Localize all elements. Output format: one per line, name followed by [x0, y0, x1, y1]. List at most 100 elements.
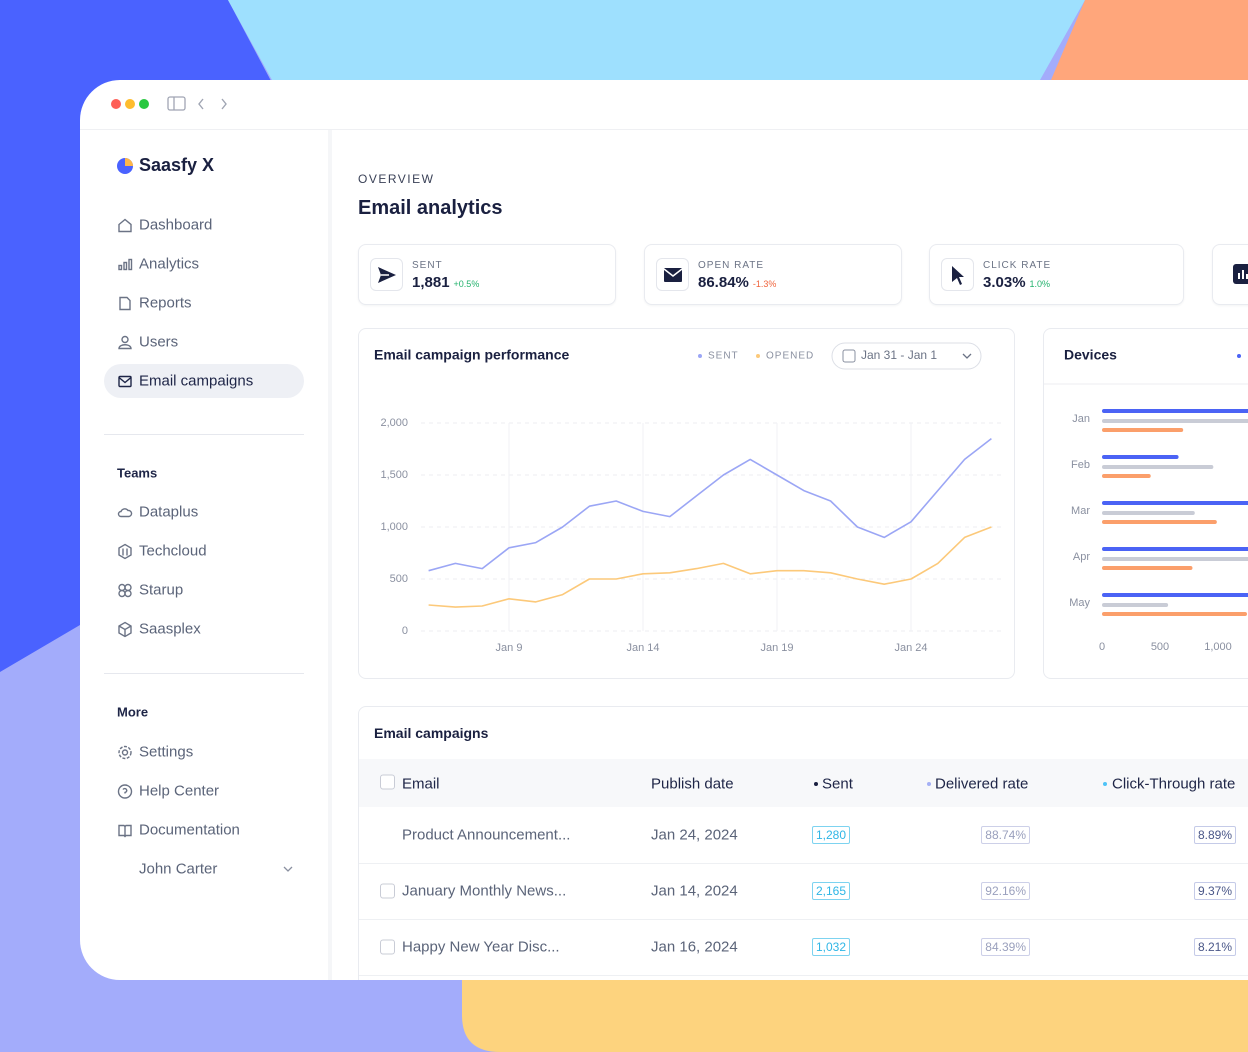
icon	[118, 824, 132, 837]
column-dot	[814, 782, 818, 786]
legend-label[interactable]: OPENED	[766, 351, 814, 362]
date-range[interactable]: Jan 31 - Jan 1	[861, 348, 937, 362]
x-tick-label: 500	[1151, 641, 1169, 653]
bar	[1102, 511, 1195, 515]
y-category-label: May	[1069, 597, 1090, 609]
y-tick-label: 1,000	[380, 521, 408, 533]
sent-badge: 1,032	[812, 938, 851, 956]
email-name: Happy New Year Disc...	[402, 938, 560, 956]
team-label: Starup	[139, 581, 184, 599]
team-item[interactable]: Dataplus	[117, 504, 198, 521]
date-picker[interactable]	[831, 342, 982, 370]
column-header[interactable]: Click-Through rate	[1112, 775, 1236, 793]
row-divider	[359, 863, 1248, 864]
x-tick-label: 0	[1099, 641, 1105, 653]
nav-label: Email campaigns	[139, 372, 254, 390]
page-title: Email analytics	[358, 197, 503, 219]
checkbox[interactable]	[380, 774, 395, 790]
bar	[1102, 593, 1248, 597]
nav-item[interactable]: Email campaigns	[117, 373, 253, 390]
icon	[117, 507, 133, 517]
delivered-badge: 88.74%	[981, 826, 1030, 844]
nav-label: Reports	[139, 294, 192, 312]
more-label: Settings	[139, 743, 194, 761]
stat-label: CLICK RATE	[983, 260, 1052, 271]
x-tick-label: Jan 19	[760, 642, 793, 654]
bar-chart-panel: Devices Jan Feb Mar Apr May 0 500 1,000	[1043, 328, 1248, 679]
stat-label: OPEN RATE	[698, 260, 765, 271]
nav-item[interactable]: Reports	[117, 295, 192, 312]
bar	[1102, 501, 1248, 505]
column-header[interactable]: Sent	[822, 775, 853, 793]
y-category-label: Feb	[1071, 459, 1090, 471]
divider	[104, 673, 304, 674]
column-dot	[927, 782, 931, 786]
ctr-badge: 8.21%	[1193, 938, 1236, 956]
y-tick-label: 0	[402, 625, 408, 637]
row-divider	[359, 975, 1248, 976]
icon	[118, 375, 132, 387]
nav-label: Users	[139, 333, 179, 351]
calendar-icon	[842, 349, 856, 363]
stat-change: 1.0%	[1029, 279, 1051, 289]
stat-card: CLICK RATE 3.03% 1.0%	[929, 244, 1184, 305]
x-tick-label: Jan 9	[496, 642, 523, 654]
bar	[1102, 547, 1248, 551]
more-item[interactable]: Documentation	[117, 822, 240, 839]
window-controls	[111, 96, 227, 111]
stat-value-row: 1,881 +0.5%	[412, 274, 479, 291]
chevron	[283, 866, 293, 872]
legend-dot	[756, 354, 760, 358]
bar-chart: Devices Jan Feb Mar Apr May 0 500 1,000	[1044, 347, 1248, 653]
icon	[118, 335, 132, 349]
icon	[377, 266, 396, 283]
more-item[interactable]: Settings	[117, 744, 193, 761]
team-item[interactable]: Saasplex	[117, 621, 201, 638]
row-divider	[359, 919, 1248, 920]
x-tick-label: Jan 14	[626, 642, 659, 654]
team-label: Techcloud	[139, 542, 207, 560]
delivered-badge: 92.16%	[981, 882, 1030, 900]
bar	[1102, 566, 1193, 570]
publish-date: Jan 16, 2024	[651, 938, 738, 956]
more-label: Help Center	[139, 782, 220, 800]
ctr-badge: 8.89%	[1193, 826, 1236, 844]
column-header[interactable]: Email	[402, 775, 440, 793]
x-tick-label: Jan 24	[894, 642, 927, 654]
bar	[1102, 419, 1248, 423]
nav-item[interactable]: Users	[117, 334, 178, 351]
icon	[951, 265, 964, 285]
legend-label[interactable]: SENT	[708, 351, 739, 362]
more-item[interactable]: Help Center	[117, 783, 219, 800]
icon	[118, 583, 132, 597]
y-category-label: Apr	[1073, 551, 1090, 563]
column-header[interactable]: Delivered rate	[935, 775, 1029, 793]
y-category-label: Mar	[1071, 505, 1090, 517]
team-item[interactable]: Starup	[117, 582, 183, 599]
chevron	[962, 353, 972, 359]
stat-value-row: 3.03% 1.0%	[983, 274, 1050, 291]
sidebar: Saasfy X Dashboard Analytics Reports Use…	[80, 130, 332, 980]
checkbox	[380, 883, 395, 899]
stat-change: +0.5%	[453, 279, 480, 289]
bar	[1102, 603, 1169, 607]
user-menu[interactable]: John Carter	[139, 861, 217, 878]
icon-box	[941, 258, 974, 291]
icon	[663, 267, 682, 282]
nav-item[interactable]: Dashboard	[117, 217, 212, 234]
column-header[interactable]: Publish date	[651, 775, 734, 793]
email-name: January Monthly News...	[402, 882, 567, 900]
line-chart: Email campaign performance SENT OPENED J…	[374, 342, 1001, 654]
icon-box	[1227, 258, 1248, 289]
eyebrow: OVERVIEW	[358, 172, 435, 186]
team-item[interactable]: Techcloud	[117, 543, 207, 560]
user-name: John Carter	[139, 860, 218, 878]
bar	[1102, 409, 1248, 413]
bar	[1102, 474, 1151, 478]
nav-item[interactable]: Analytics	[117, 256, 199, 273]
delivered-badge: 84.39%	[981, 938, 1030, 956]
publish-date: Jan 14, 2024	[651, 882, 738, 900]
bar	[1102, 455, 1179, 459]
y-tick-label: 1,500	[380, 469, 408, 481]
table-panel: Email campaigns Email Publish date Sent …	[358, 706, 1248, 980]
